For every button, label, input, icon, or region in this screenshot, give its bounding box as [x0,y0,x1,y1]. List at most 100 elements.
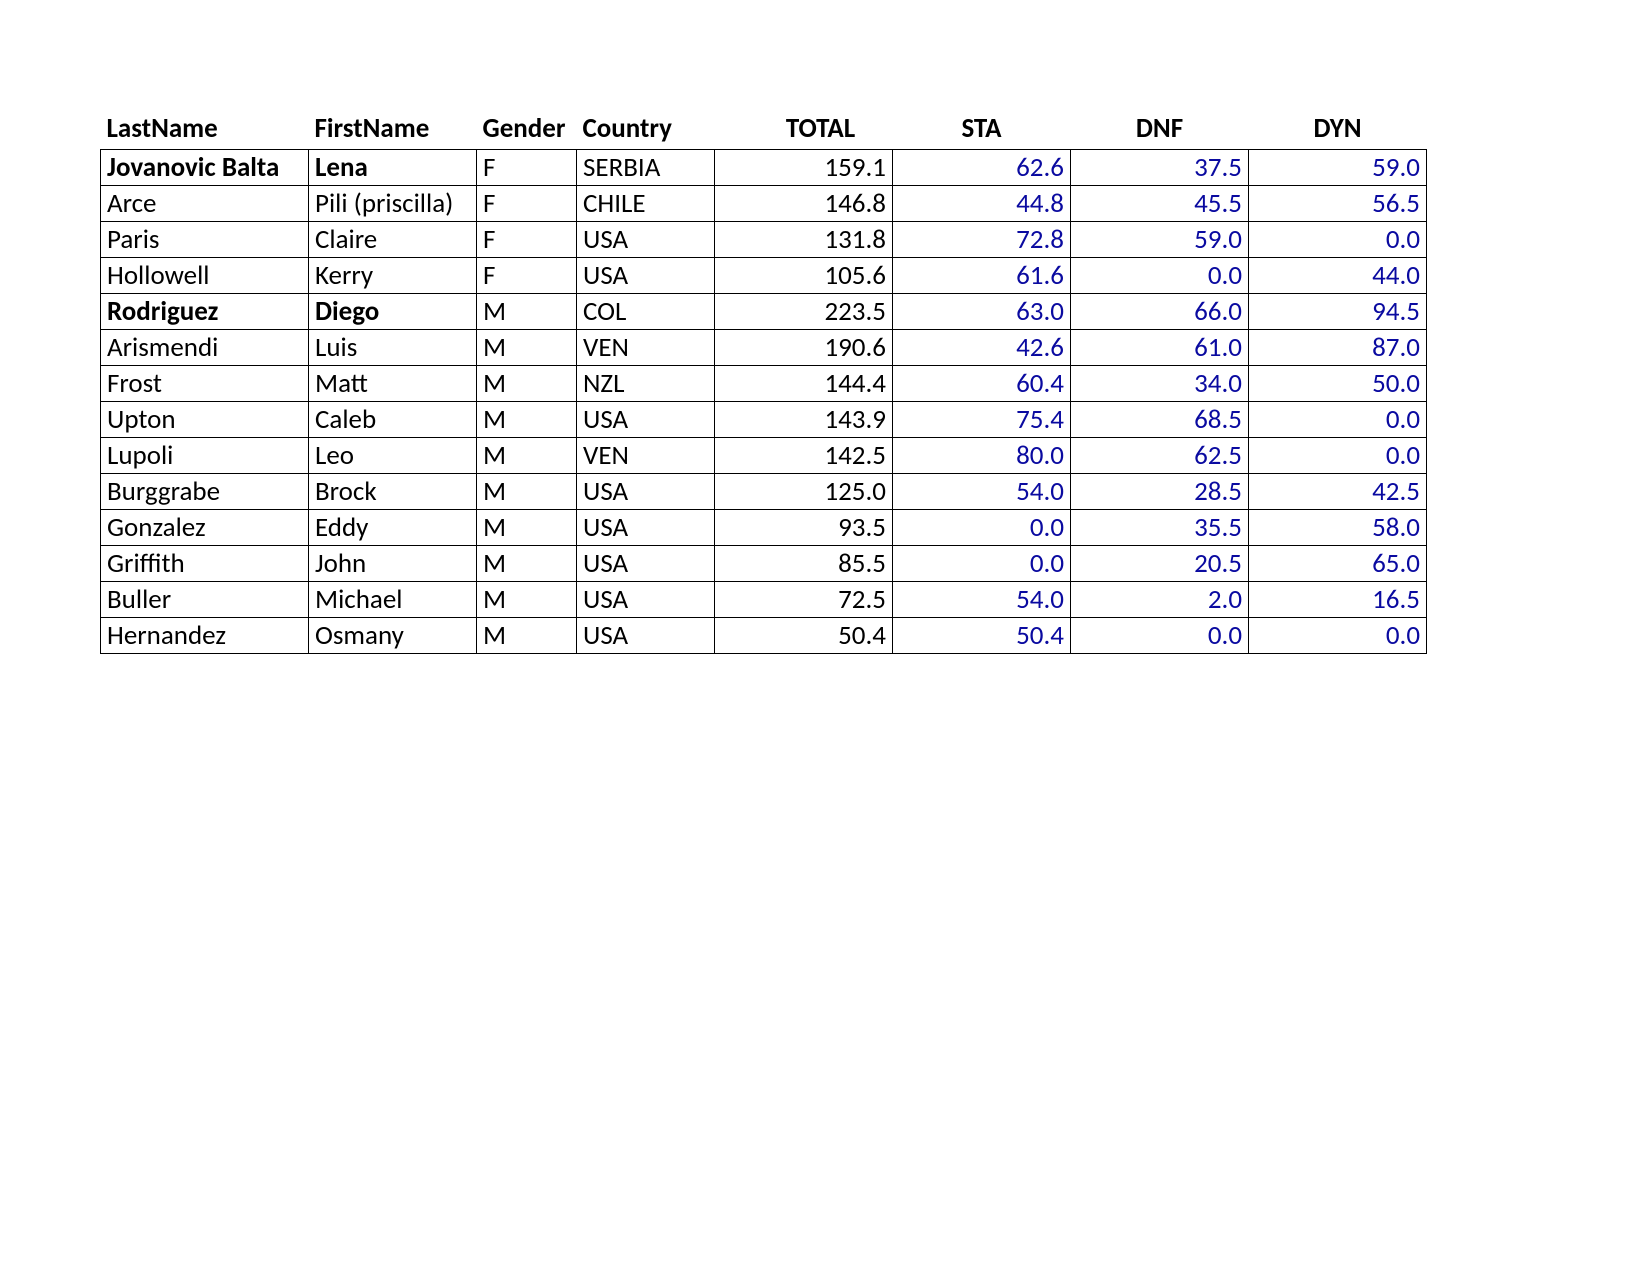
cell-dyn: 0.0 [1249,402,1427,438]
cell-dnf: 45.5 [1071,186,1249,222]
cell-gender: M [477,366,577,402]
cell-gender: M [477,402,577,438]
cell-country: USA [577,474,715,510]
cell-lastName: Hernandez [101,618,309,654]
table-row: FrostMattMNZL144.460.434.050.0 [101,366,1427,402]
cell-dyn: 50.0 [1249,366,1427,402]
cell-sta: 62.6 [893,150,1071,186]
cell-gender: M [477,438,577,474]
cell-lastName: Jovanovic Balta [101,150,309,186]
cell-dyn: 58.0 [1249,510,1427,546]
cell-dnf: 0.0 [1071,258,1249,294]
table-row: BurggrabeBrockMUSA125.054.028.542.5 [101,474,1427,510]
cell-dyn: 65.0 [1249,546,1427,582]
cell-country: VEN [577,330,715,366]
cell-dnf: 34.0 [1071,366,1249,402]
table-row: UptonCalebMUSA143.975.468.50.0 [101,402,1427,438]
cell-firstName: Pili (priscilla) [309,186,477,222]
table-header-row: LastNameFirstNameGenderCountryTOTALSTADN… [101,110,1427,150]
cell-lastName: Upton [101,402,309,438]
cell-dyn: 0.0 [1249,618,1427,654]
cell-total: 85.5 [715,546,893,582]
results-table: LastNameFirstNameGenderCountryTOTALSTADN… [100,110,1427,654]
cell-firstName: Kerry [309,258,477,294]
cell-firstName: Osmany [309,618,477,654]
column-header-firstName: FirstName [309,110,477,150]
column-header-country: Country [577,110,715,150]
cell-lastName: Rodriguez [101,294,309,330]
column-header-dnf: DNF [1071,110,1249,150]
cell-dyn: 87.0 [1249,330,1427,366]
cell-sta: 50.4 [893,618,1071,654]
cell-country: CHILE [577,186,715,222]
cell-total: 50.4 [715,618,893,654]
cell-sta: 60.4 [893,366,1071,402]
cell-lastName: Lupoli [101,438,309,474]
cell-dyn: 59.0 [1249,150,1427,186]
table-row: HollowellKerryFUSA105.661.60.044.0 [101,258,1427,294]
cell-dyn: 44.0 [1249,258,1427,294]
cell-lastName: Burggrabe [101,474,309,510]
cell-dnf: 62.5 [1071,438,1249,474]
cell-sta: 0.0 [893,546,1071,582]
cell-sta: 80.0 [893,438,1071,474]
cell-firstName: John [309,546,477,582]
cell-total: 93.5 [715,510,893,546]
cell-country: USA [577,258,715,294]
cell-sta: 44.8 [893,186,1071,222]
cell-firstName: Lena [309,150,477,186]
cell-lastName: Buller [101,582,309,618]
cell-firstName: Michael [309,582,477,618]
cell-gender: M [477,294,577,330]
cell-firstName: Leo [309,438,477,474]
table-row: RodriguezDiegoMCOL223.563.066.094.5 [101,294,1427,330]
cell-gender: M [477,474,577,510]
cell-country: USA [577,618,715,654]
table-row: LupoliLeoMVEN142.580.062.50.0 [101,438,1427,474]
cell-total: 142.5 [715,438,893,474]
cell-total: 125.0 [715,474,893,510]
cell-dnf: 20.5 [1071,546,1249,582]
cell-dyn: 42.5 [1249,474,1427,510]
cell-total: 131.8 [715,222,893,258]
cell-dyn: 56.5 [1249,186,1427,222]
cell-sta: 54.0 [893,474,1071,510]
cell-country: USA [577,582,715,618]
cell-country: COL [577,294,715,330]
cell-dnf: 59.0 [1071,222,1249,258]
table-row: GonzalezEddyMUSA93.50.035.558.0 [101,510,1427,546]
cell-gender: M [477,510,577,546]
cell-dnf: 37.5 [1071,150,1249,186]
table-row: HernandezOsmanyMUSA50.450.40.00.0 [101,618,1427,654]
cell-sta: 54.0 [893,582,1071,618]
cell-sta: 0.0 [893,510,1071,546]
cell-country: USA [577,402,715,438]
cell-dyn: 0.0 [1249,438,1427,474]
cell-country: SERBIA [577,150,715,186]
cell-lastName: Paris [101,222,309,258]
cell-total: 223.5 [715,294,893,330]
column-header-total: TOTAL [715,110,893,150]
cell-dyn: 94.5 [1249,294,1427,330]
cell-total: 159.1 [715,150,893,186]
cell-total: 190.6 [715,330,893,366]
cell-total: 143.9 [715,402,893,438]
table-row: GriffithJohnMUSA85.50.020.565.0 [101,546,1427,582]
cell-country: NZL [577,366,715,402]
cell-dnf: 0.0 [1071,618,1249,654]
cell-dnf: 28.5 [1071,474,1249,510]
cell-total: 146.8 [715,186,893,222]
cell-gender: M [477,618,577,654]
cell-gender: M [477,330,577,366]
column-header-lastName: LastName [101,110,309,150]
cell-dnf: 2.0 [1071,582,1249,618]
cell-firstName: Eddy [309,510,477,546]
cell-gender: M [477,582,577,618]
cell-dnf: 35.5 [1071,510,1249,546]
cell-sta: 75.4 [893,402,1071,438]
column-header-dyn: DYN [1249,110,1427,150]
cell-dnf: 66.0 [1071,294,1249,330]
cell-country: USA [577,510,715,546]
table-row: ParisClaireFUSA131.872.859.00.0 [101,222,1427,258]
cell-sta: 72.8 [893,222,1071,258]
